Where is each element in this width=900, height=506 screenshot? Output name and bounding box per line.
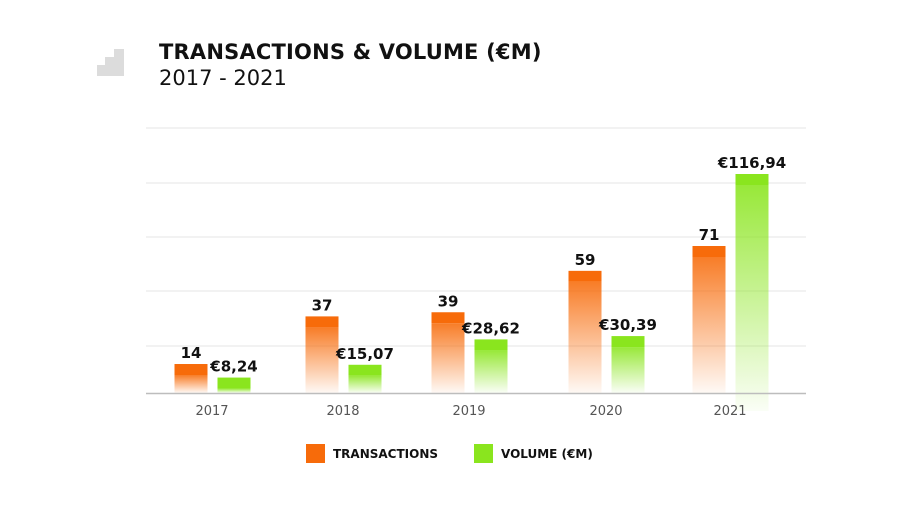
bar-cap-volume-2021 [735, 174, 769, 185]
bar-volume-2019 [474, 350, 508, 393]
bar-transactions-2020 [568, 281, 602, 393]
x-tick-label-2019: 2019 [452, 404, 485, 419]
data-label-volume-2017: €8,24 [209, 358, 257, 376]
legend-item-volume: VOLUME (€M) [474, 444, 593, 463]
legend-item-transactions: TRANSACTIONS [306, 444, 438, 463]
data-label-transactions-2019: 39 [438, 292, 459, 310]
bar-volume-2018 [348, 375, 382, 393]
data-label-transactions-2021: 71 [699, 226, 720, 244]
bar-cap-transactions-2021 [692, 246, 726, 257]
bar-volume-2021 [735, 185, 769, 411]
bar-transactions-2018 [305, 327, 339, 393]
bar-transactions-2021 [692, 257, 726, 393]
data-label-transactions-2018: 37 [312, 296, 333, 314]
x-tick-label-2017: 2017 [195, 404, 228, 419]
x-tick-label-2020: 2020 [589, 404, 622, 419]
data-label-volume-2021: €116,94 [717, 154, 786, 172]
legend-label-transactions: TRANSACTIONS [333, 446, 439, 461]
legend-swatch-transactions [306, 444, 325, 463]
chart-title: TRANSACTIONS & VOLUME (€M) [159, 40, 542, 64]
stairs-logo-icon [97, 49, 124, 76]
chart-subtitle: 2017 - 2021 [159, 66, 287, 90]
x-tick-label-2018: 2018 [326, 404, 359, 419]
data-label-volume-2020: €30,39 [598, 316, 657, 334]
bar-cap-transactions-2017 [174, 364, 208, 376]
chart-legend: TRANSACTIONS VOLUME (€M) [0, 444, 900, 466]
bar-cap-volume-2019 [474, 339, 508, 351]
bar-volume-2017 [217, 388, 251, 393]
bar-transactions-2017 [174, 375, 208, 393]
bar-transactions-2019 [431, 323, 465, 393]
bar-cap-volume-2018 [348, 364, 382, 376]
bar-cap-transactions-2019 [431, 312, 465, 324]
data-label-volume-2018: €15,07 [335, 345, 394, 363]
x-tick-label-2021: 2021 [713, 404, 746, 419]
legend-label-volume: VOLUME (€M) [501, 446, 593, 461]
bar-cap-volume-2020 [611, 336, 645, 348]
data-label-transactions-2020: 59 [575, 251, 596, 269]
bar-cap-volume-2017 [217, 377, 251, 389]
bar-volume-2020 [611, 347, 645, 393]
bar-cap-transactions-2020 [568, 270, 602, 282]
bar-cap-transactions-2018 [305, 316, 339, 328]
data-label-transactions-2017: 14 [181, 344, 202, 362]
data-label-volume-2019: €28,62 [461, 319, 520, 337]
legend-swatch-volume [474, 444, 493, 463]
